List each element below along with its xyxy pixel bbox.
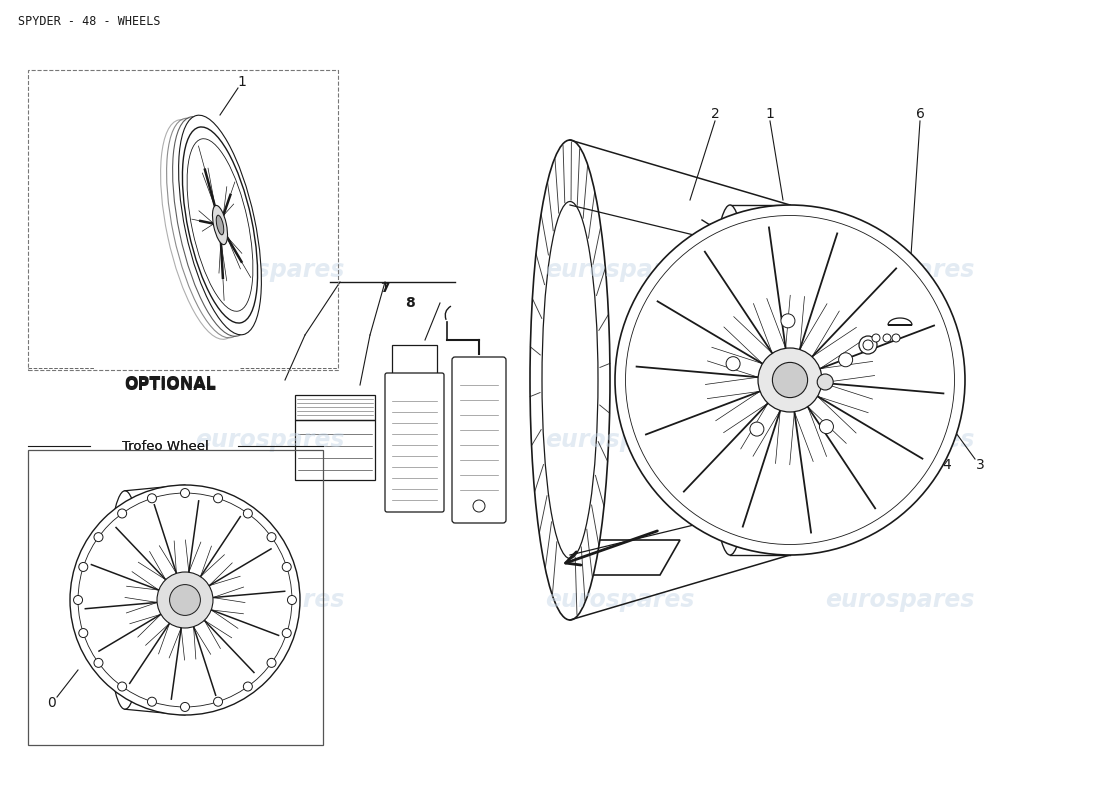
Circle shape xyxy=(750,422,763,436)
Circle shape xyxy=(118,682,127,691)
Text: eurospares: eurospares xyxy=(825,588,975,612)
Circle shape xyxy=(287,595,296,605)
Text: 6: 6 xyxy=(915,107,924,121)
Text: 1: 1 xyxy=(238,75,246,89)
Circle shape xyxy=(79,562,88,571)
Circle shape xyxy=(283,562,292,571)
Circle shape xyxy=(892,334,900,342)
Ellipse shape xyxy=(530,140,610,620)
Text: eurospares: eurospares xyxy=(546,428,695,452)
Circle shape xyxy=(180,702,189,711)
Text: eurospares: eurospares xyxy=(546,258,695,282)
Text: OPTIONAL: OPTIONAL xyxy=(124,376,216,391)
Circle shape xyxy=(473,500,485,512)
Text: eurospares: eurospares xyxy=(196,258,344,282)
Circle shape xyxy=(820,420,834,434)
Circle shape xyxy=(781,314,795,328)
Text: 3: 3 xyxy=(976,458,984,472)
Circle shape xyxy=(267,533,276,542)
Text: 1: 1 xyxy=(766,107,774,121)
Ellipse shape xyxy=(161,120,243,339)
Text: Trofeo Wheel: Trofeo Wheel xyxy=(122,439,208,453)
Ellipse shape xyxy=(212,206,228,245)
Text: eurospares: eurospares xyxy=(196,588,344,612)
Ellipse shape xyxy=(542,202,598,558)
Ellipse shape xyxy=(166,118,250,338)
Ellipse shape xyxy=(178,115,262,334)
Circle shape xyxy=(864,340,873,350)
Circle shape xyxy=(726,357,740,370)
Ellipse shape xyxy=(173,117,255,336)
Circle shape xyxy=(94,658,103,667)
Text: eurospares: eurospares xyxy=(825,428,975,452)
Circle shape xyxy=(157,572,213,628)
Circle shape xyxy=(817,374,833,390)
Text: SPYDER - 48 - WHEELS: SPYDER - 48 - WHEELS xyxy=(18,15,161,28)
Text: 4: 4 xyxy=(943,458,951,472)
Circle shape xyxy=(243,682,252,691)
Circle shape xyxy=(243,509,252,518)
Circle shape xyxy=(872,334,880,342)
Ellipse shape xyxy=(217,215,223,235)
Circle shape xyxy=(169,585,200,615)
Circle shape xyxy=(70,485,300,715)
FancyBboxPatch shape xyxy=(385,373,444,512)
Text: 0: 0 xyxy=(47,696,56,710)
Text: 5: 5 xyxy=(870,463,879,477)
Circle shape xyxy=(180,489,189,498)
Circle shape xyxy=(283,629,292,638)
Text: 7: 7 xyxy=(381,281,389,295)
Ellipse shape xyxy=(739,234,771,526)
Circle shape xyxy=(74,595,82,605)
Circle shape xyxy=(859,336,877,354)
Text: Trofeo Wheel: Trofeo Wheel xyxy=(122,439,208,453)
Text: eurospares: eurospares xyxy=(196,428,344,452)
Circle shape xyxy=(267,658,276,667)
Circle shape xyxy=(79,629,88,638)
Text: eurospares: eurospares xyxy=(825,258,975,282)
Circle shape xyxy=(615,205,965,555)
Circle shape xyxy=(94,533,103,542)
Text: eurospares: eurospares xyxy=(546,588,695,612)
Circle shape xyxy=(147,494,156,502)
Circle shape xyxy=(213,698,222,706)
Circle shape xyxy=(758,348,822,412)
Text: OPTIONAL: OPTIONAL xyxy=(124,378,216,393)
Ellipse shape xyxy=(107,490,143,710)
Circle shape xyxy=(772,362,807,398)
Ellipse shape xyxy=(708,205,752,555)
Polygon shape xyxy=(888,318,912,325)
Text: 2: 2 xyxy=(711,107,719,121)
Circle shape xyxy=(883,334,891,342)
Ellipse shape xyxy=(183,127,257,323)
Circle shape xyxy=(147,698,156,706)
Text: 8: 8 xyxy=(405,296,415,310)
Circle shape xyxy=(118,509,127,518)
Circle shape xyxy=(213,494,222,502)
Circle shape xyxy=(838,353,853,366)
FancyBboxPatch shape xyxy=(452,357,506,523)
